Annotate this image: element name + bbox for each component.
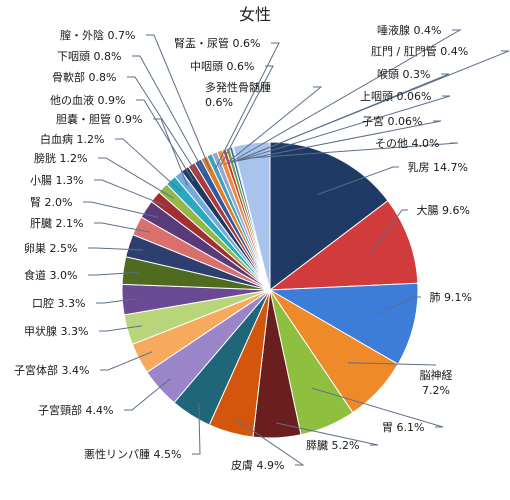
- leader-line-多発性骨髄腫: [224, 86, 323, 166]
- slice-label-肺: 肺 9.1%: [430, 291, 472, 304]
- leader-line-大腸: [369, 209, 408, 255]
- leader-line-口腔: [96, 298, 138, 304]
- leader-line-白血病: [115, 138, 181, 192]
- pie-slice-乳房: [269, 141, 389, 292]
- slice-label-骨軟部: 骨軟部 0.8%: [52, 70, 116, 84]
- slice-label-肝臓: 肝臓 2.1%: [30, 217, 83, 230]
- slice-label-皮膚: 皮膚 4.9%: [231, 458, 284, 472]
- leader-line-唾液腺: [228, 29, 462, 164]
- slice-label-小腸: 小腸 1.3%: [30, 174, 83, 187]
- leader-line-乳房: [317, 166, 399, 196]
- slice-label-多発性骨髄腫: 多発性骨髄腫 0.6%: [205, 80, 271, 109]
- leader-line-腎: [83, 201, 159, 218]
- slice-label-子宮: 子宮 0.06%: [362, 114, 422, 128]
- pie-slices: [121, 141, 419, 439]
- leader-line-小腸: [94, 179, 167, 207]
- leader-line-骨軟部: [127, 76, 200, 178]
- slice-label-その他: その他 4.0%: [375, 137, 439, 150]
- slice-label-膀胱: 膀胱 1.2%: [34, 151, 87, 165]
- leader-lines: [83, 29, 510, 466]
- slice-label-唾液腺: 唾液腺 0.4%: [377, 23, 441, 37]
- leader-line-喉頭: [234, 73, 450, 163]
- slice-labels: 乳房 14.7% 大腸 9.6% 肺 9.1% 脳神経 7.2% 胃 6.1% 膵臓 5.2…: [14, 23, 472, 472]
- leader-line-胃: [311, 387, 444, 428]
- pie-slice-大腸: [268, 199, 419, 291]
- leader-line-甲状腺: [99, 325, 142, 332]
- leader-line-上咽頭: [236, 95, 451, 162]
- leader-line-中咽頭: [219, 65, 274, 167]
- leader-line-肺: [373, 296, 421, 316]
- leader-line-腎盂-尿管: [215, 42, 280, 169]
- leader-line-膀胱: [98, 157, 174, 199]
- slice-label-肛門-肛門管: 肛門 / 肛門管 0.4%: [371, 44, 468, 58]
- leader-line-脳神経: [347, 362, 437, 366]
- slice-label-口腔: 口腔 3.3%: [32, 296, 85, 310]
- leader-line-下咽頭: [132, 55, 206, 174]
- leader-line-その他: [253, 142, 459, 159]
- slice-label-喉頭: 喉頭 0.3%: [377, 68, 430, 81]
- slice-label-胆嚢-胆管: 胆嚢・胆管 0.9%: [56, 112, 142, 126]
- slice-label-腎: 腎 2.0%: [30, 196, 72, 209]
- slice-label-子宮体部: 子宮体部 3.4%: [14, 363, 89, 377]
- slice-label-甲状腺: 甲状腺 3.3%: [24, 324, 88, 338]
- leader-line-食道: [88, 271, 138, 276]
- slice-label-膵臓: 膵臓 5.2%: [306, 439, 359, 452]
- leader-line-皮膚: [234, 417, 305, 466]
- slice-label-胃: 胃 6.1%: [382, 421, 424, 434]
- leader-line-膵臓: [276, 422, 379, 446]
- slice-label-悪性リンパ腫: 悪性リンパ腫 4.5%: [84, 447, 181, 461]
- slice-label-他の血液: 他の血液 0.9%: [50, 93, 125, 107]
- slice-label-卵巣: 卵巣 2.5%: [24, 242, 77, 255]
- chart-title: 女性: [239, 5, 271, 24]
- leader-line-卵巣: [88, 247, 143, 251]
- leader-line-子宮: [236, 120, 442, 162]
- slice-label-大腸: 大腸 9.6%: [417, 203, 470, 217]
- slice-label-下咽頭: 下咽頭 0.8%: [57, 50, 121, 63]
- slice-label-上咽頭: 上咽頭 0.06%: [360, 90, 431, 103]
- slice-label-腎盂-尿管: 腎盂・尿管 0.6%: [174, 36, 260, 50]
- leader-line-悪性リンパ腫: [192, 402, 201, 455]
- pie-slice-肺: [268, 282, 419, 365]
- leader-line-他の血液: [136, 99, 194, 182]
- slice-label-食道: 食道 3.0%: [24, 268, 77, 282]
- slice-label-膣-外陰: 膣・外陰 0.7%: [60, 28, 135, 42]
- slice-label-子宮頸部: 子宮頸部 4.4%: [38, 403, 113, 417]
- leader-line-肝臓: [94, 222, 151, 233]
- slice-label-脳神経: 脳神経 7.2%: [420, 368, 453, 397]
- leader-line-子宮頸部: [124, 378, 171, 411]
- slice-label-乳房: 乳房 14.7%: [408, 161, 468, 174]
- leader-line-子宮体部: [100, 351, 153, 371]
- slice-label-中咽頭: 中咽頭 0.6%: [190, 60, 254, 73]
- slice-label-白血病: 白血病 1.2%: [40, 132, 104, 146]
- leader-line-膣-外陰: [146, 34, 212, 171]
